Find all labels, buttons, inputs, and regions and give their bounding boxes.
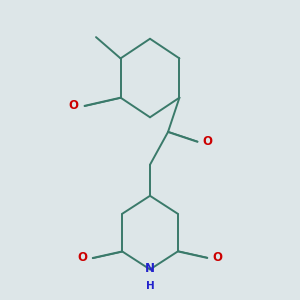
Text: O: O — [212, 251, 222, 265]
Text: H: H — [146, 281, 154, 291]
Text: O: O — [69, 99, 79, 112]
Text: O: O — [78, 251, 88, 265]
Text: O: O — [202, 135, 212, 148]
Text: N: N — [145, 262, 155, 275]
